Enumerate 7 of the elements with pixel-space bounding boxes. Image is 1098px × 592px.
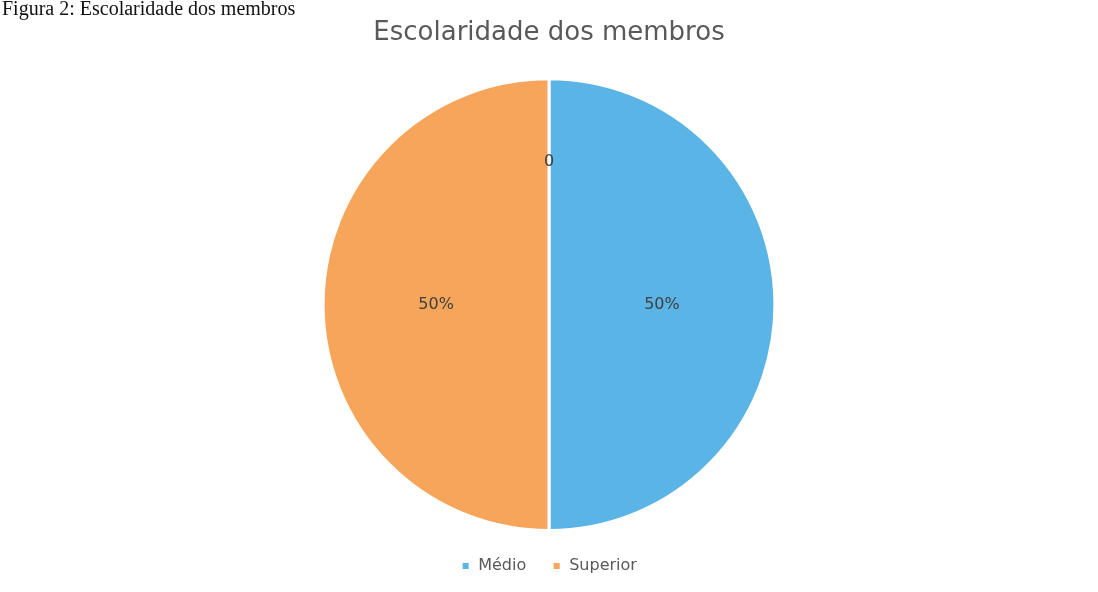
data-label: 50% <box>418 293 454 313</box>
legend-label: Médio <box>478 555 527 575</box>
chart-title: Escolaridade dos membros <box>373 16 725 47</box>
text: Figura 2: Escolaridade dos membros <box>2 0 296 21</box>
legend-label: Superior <box>569 555 638 575</box>
data-label: 50% <box>644 293 680 313</box>
text: 0 <box>543 151 555 171</box>
